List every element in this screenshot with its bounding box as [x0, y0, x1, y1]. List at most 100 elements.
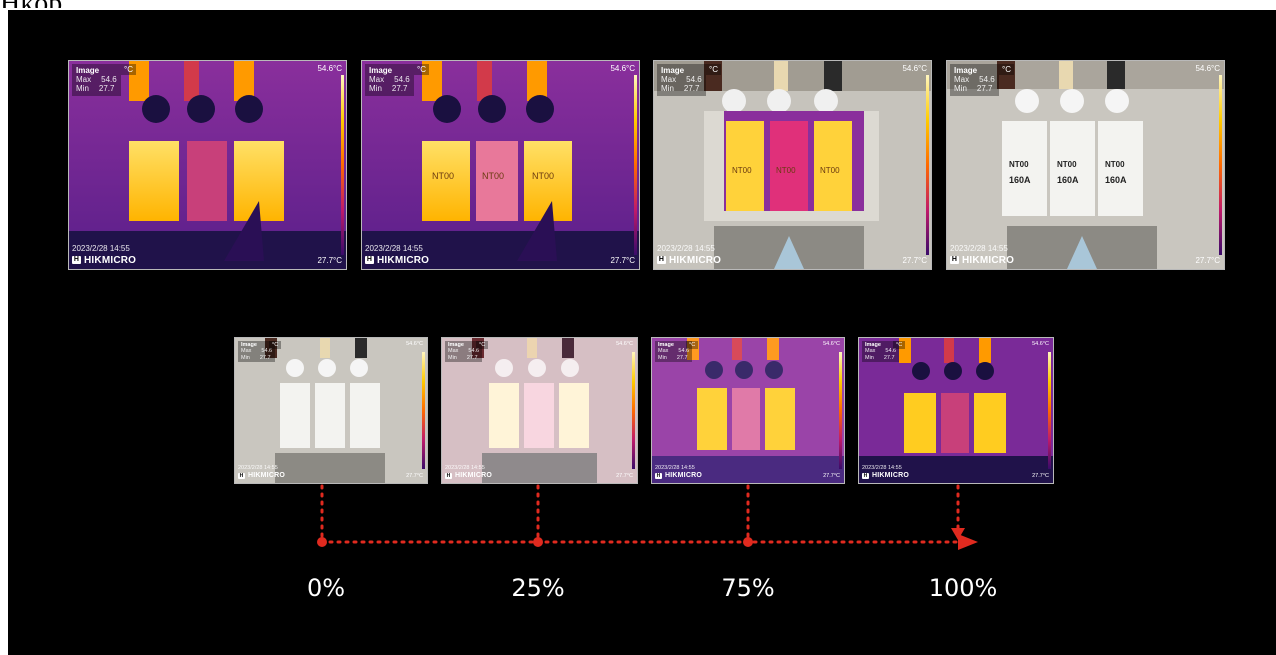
thumbnail-blend-25[interactable]: Image Max 54.6 Min 27.7 °C 54.6°C 27.7°C 2… [441, 337, 638, 484]
fuse-model-text: NT00 [732, 166, 752, 175]
measurement-box: Image Max 54.6 Min 27.7 [862, 341, 900, 362]
brand-watermark: H HIKMICRO [862, 472, 909, 480]
blend-75-scene [652, 338, 844, 483]
max-value: 54.6 [261, 348, 273, 355]
timestamp: 2023/2/28 14:55 [365, 243, 423, 253]
temperature-scale-bar [422, 352, 425, 469]
scale-max-label: 54.6°C [610, 64, 635, 73]
thumbnail-thermal[interactable]: Image Max 54.6 Min 27.7 °C 54.6°C 27.7°C 2… [68, 60, 347, 270]
fuse-model-text: NT00 [1105, 160, 1125, 169]
brand-watermark: H HIKMICRO [365, 255, 429, 267]
pip-scene: NT00 NT00 NT00 [654, 61, 931, 269]
max-value: 54.6 [468, 348, 480, 355]
min-value: 27.7 [683, 84, 700, 94]
hikmicro-logo-icon: H [365, 256, 374, 265]
overlay-title: Image [448, 342, 464, 348]
max-label: Max [76, 75, 92, 85]
thermal-scene [69, 61, 346, 269]
hikmicro-logo-icon: H [862, 472, 869, 479]
max-label: Max [448, 348, 459, 355]
overlay-title: Image [241, 342, 257, 348]
min-value: 27.7 [976, 84, 993, 94]
timeline-dot [317, 537, 327, 547]
brand-name: HIKMICRO [377, 254, 430, 266]
comparison-stage: Image Max 54.6 Min 27.7 °C 54.6°C 27.7°C 2… [8, 10, 1276, 655]
blend-25-scene [442, 338, 637, 483]
thumbnail-visual[interactable]: NT00 NT00 NT00 160A 160A 160A Image Max 5… [946, 60, 1225, 270]
temperature-scale-bar [341, 75, 344, 255]
measurement-box: Image Max 54.6 Min 27.7 [657, 64, 706, 96]
fuse-model-text: NT00 [776, 166, 796, 175]
min-label: Min [954, 84, 967, 94]
measurement-box: Image Max 54.6 Min 27.7 [445, 341, 483, 362]
max-label: Max [661, 75, 677, 85]
timestamp: 2023/2/28 14:55 [950, 243, 1008, 253]
min-label: Min [658, 354, 667, 361]
fuse-model-text: NT00 [820, 166, 840, 175]
min-label: Min [448, 354, 457, 361]
timestamp: 2023/2/28 14:55 [655, 464, 695, 471]
thumbnail-blend-100[interactable]: Image Max 54.6 Min 27.7 °C 54.6°C 27.7°C 2… [858, 337, 1054, 484]
temperature-scale-bar [926, 75, 929, 255]
blend-label-0: 0% [306, 574, 346, 602]
max-value: 54.6 [678, 348, 690, 355]
timestamp: 2023/2/28 14:55 [862, 464, 902, 471]
unit-label: °C [999, 64, 1014, 76]
blend-0-scene [235, 338, 427, 483]
brand-name: HIKMICRO [872, 471, 909, 479]
hikmicro-logo-icon: H [950, 256, 959, 265]
temperature-scale-bar [632, 352, 635, 469]
max-label: Max [865, 348, 876, 355]
scale-max-label: 54.6°C [1195, 64, 1220, 73]
brand-name: HIKMICRO [84, 254, 137, 266]
hikmicro-logo-icon: H [445, 472, 452, 479]
max-label: Max [658, 348, 669, 355]
blend-label-25: 25% [511, 574, 565, 602]
brand-name: HIKMICRO [962, 254, 1015, 266]
timeline-dot [533, 537, 543, 547]
measurement-box: Image Max 54.6 Min 27.7 [365, 64, 414, 96]
temperature-scale-bar [839, 352, 842, 469]
thumbnail-picture-in-picture[interactable]: NT00 NT00 NT00 Image Max 54.6 Min 27.7 °C … [653, 60, 932, 270]
thumbnail-blend-75[interactable]: Image Max 54.6 Min 27.7 °C 54.6°C 27.7°C 2… [651, 337, 845, 484]
scale-max-label: 54.6°C [616, 341, 633, 347]
temperature-scale-bar [1048, 352, 1051, 469]
hikmicro-logo-icon: H [657, 256, 666, 265]
scale-min-label: 27.7°C [610, 255, 635, 265]
timeline-arrowhead-right [958, 534, 978, 550]
measurement-box: Image Max 54.6 Min 27.7 [72, 64, 121, 96]
unit-label: °C [269, 341, 282, 350]
max-label: Max [954, 75, 970, 85]
fuse-model-text: NT00 [1057, 160, 1077, 169]
fuse-model-text: NT00 [1009, 160, 1029, 169]
min-value: 27.7 [391, 84, 408, 94]
brand-name: HIKMICRO [669, 254, 722, 266]
timestamp: 2023/2/28 14:55 [238, 464, 278, 471]
scale-max-label: 54.6°C [902, 64, 927, 73]
timeline-arrowhead-down [951, 528, 965, 540]
fuse-model-text: NT00 [532, 171, 554, 181]
page-top-text: Hkop. [0, 0, 200, 8]
unit-label: °C [893, 341, 906, 350]
measurement-box: Image Max 54.6 Min 27.7 [950, 64, 999, 96]
unit-label: °C [414, 64, 429, 76]
min-value: 27.7 [259, 354, 271, 361]
brand-watermark: H HIKMICRO [238, 472, 285, 480]
measurement-box: Image Max 54.6 Min 27.7 [238, 341, 276, 362]
hikmicro-logo-icon: H [655, 472, 662, 479]
fuse-rating-text: 160A [1009, 175, 1031, 185]
thumbnail-blend-0[interactable]: Image Max 54.6 Min 27.7 °C 54.6°C 27.7°C 2… [234, 337, 428, 484]
thumbnail-thermal-detail[interactable]: NT00 NT00 NT00 Image Max 54.6 Min 27.7 °C … [361, 60, 640, 270]
max-label: Max [241, 348, 252, 355]
overlay-title: Image [658, 342, 674, 348]
visual-scene: NT00 NT00 NT00 160A 160A 160A [947, 61, 1224, 269]
brand-name: HIKMICRO [665, 471, 702, 479]
min-label: Min [661, 84, 674, 94]
overlay-title: Image [661, 66, 685, 75]
scale-max-label: 54.6°C [1032, 341, 1049, 347]
max-value: 54.6 [885, 348, 897, 355]
min-value: 27.7 [676, 354, 688, 361]
measurement-box: Image Max 54.6 Min 27.7 [655, 341, 693, 362]
thermal-detail-scene: NT00 NT00 NT00 [362, 61, 639, 269]
scale-max-label: 54.6°C [317, 64, 342, 73]
